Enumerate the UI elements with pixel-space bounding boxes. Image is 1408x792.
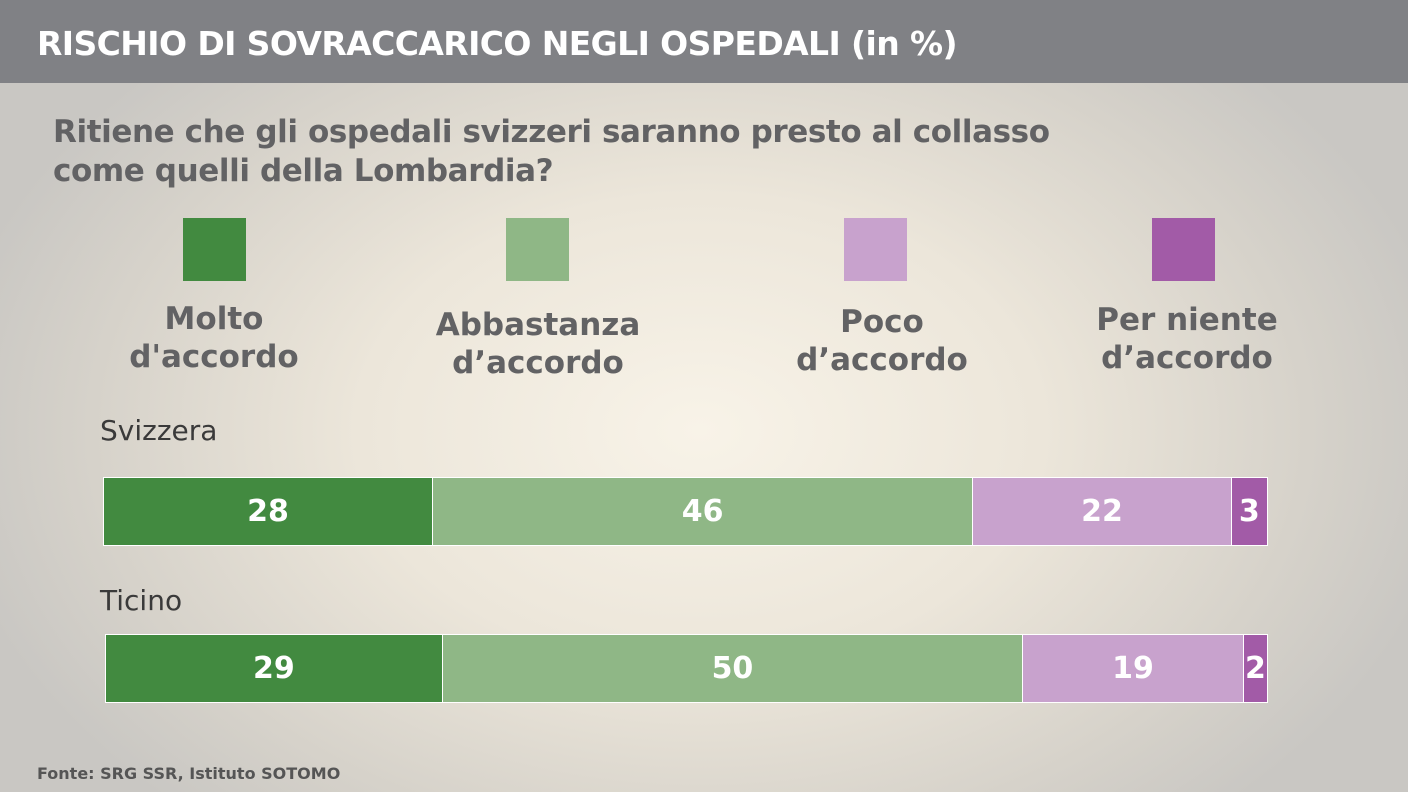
legend-label-line-2: d’accordo [452,345,624,381]
legend-label-line-2: d’accordo [796,342,968,378]
data-label: 29 [252,651,295,686]
bar-segment-abbastanza: 50 [442,635,1024,702]
row-label-ticino: Ticino [100,584,183,617]
data-label: 19 [1112,651,1154,686]
stacked-bar-svizzera: 28 46 22 3 [103,477,1268,546]
stacked-bar-ticino: 29 50 19 2 [105,634,1268,703]
data-label: 28 [247,494,289,529]
bar-segment-molto: 29 [106,635,443,702]
source-note: Fonte: SRG SSR, Istituto SOTOMO [37,764,341,783]
legend-label-abbastanza: Abbastanza d’accordo [388,306,688,382]
legend-label-line-1: Per niente [1096,302,1278,338]
bar-segment-poco: 19 [1023,635,1244,702]
bar-segment-per-niente: 3 [1231,478,1267,545]
chart-question: Ritiene che gli ospedali svizzeri sarann… [53,113,1053,191]
legend-label-line-1: Molto [164,301,264,337]
legend-label-line-2: d’accordo [1101,340,1273,376]
legend-swatch-abbastanza [506,218,569,281]
data-label: 50 [711,651,754,686]
legend-label-line-1: Poco [840,304,924,340]
header-bar: RISCHIO DI SOVRACCARICO NEGLI OSPEDALI (… [0,0,1408,83]
legend-swatch-poco [844,218,907,281]
legend-label-poco: Poco d’accordo [732,303,1032,379]
legend-label-line-1: Abbastanza [435,307,641,343]
legend-swatch-molto [183,218,246,281]
bar-segment-per-niente: 2 [1243,635,1267,702]
question-line-2: come quelli della Lombardia? [53,153,554,189]
legend-label-line-2: d'accordo [129,339,299,375]
question-line-1: Ritiene che gli ospedali svizzeri sarann… [53,114,1050,150]
row-label-svizzera: Svizzera [100,414,218,447]
data-label: 46 [681,494,724,529]
legend-label-per-niente: Per niente d’accordo [1037,301,1337,377]
data-label: 22 [1081,494,1123,529]
bar-segment-molto: 28 [104,478,433,545]
bar-segment-poco: 22 [973,478,1232,545]
legend-swatch-per-niente [1152,218,1215,281]
data-label: 3 [1238,494,1260,529]
legend-label-molto: Molto d'accordo [64,300,364,376]
data-label: 2 [1244,651,1266,686]
bar-segment-abbastanza: 46 [432,478,974,545]
chart-title: RISCHIO DI SOVRACCARICO NEGLI OSPEDALI (… [37,24,958,63]
